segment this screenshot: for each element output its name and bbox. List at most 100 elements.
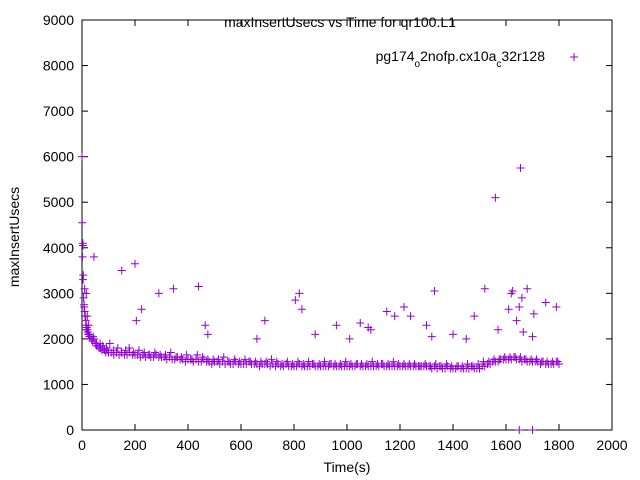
data-point — [516, 353, 525, 362]
legend-label: pg174o2nofp.cx10ac32r128 — [376, 48, 546, 70]
x-axis-ticks: 0 200 400 600 800 1000 1200 1400 1600 1800 2000 — [78, 20, 628, 453]
data-point — [109, 346, 118, 355]
data-point — [80, 303, 89, 311]
data-point — [89, 252, 98, 261]
data-point — [491, 193, 500, 202]
data-point — [79, 271, 88, 280]
data-point — [468, 362, 477, 371]
data-point — [203, 330, 212, 339]
y-axis-ticks: 0 1000 2000 3000 4000 5000 6000 7000 8000 9000 — [43, 12, 612, 438]
data-point — [458, 362, 467, 371]
data-point — [532, 355, 541, 364]
data-point — [515, 426, 524, 434]
data-point — [78, 218, 87, 227]
data-point — [121, 346, 130, 355]
data-point — [528, 426, 537, 434]
legend-marker — [570, 53, 578, 61]
data-point — [230, 355, 239, 364]
y-tick-label: 8000 — [43, 58, 74, 74]
data-point — [315, 359, 324, 368]
data-point — [430, 287, 439, 296]
y-tick-label: 1000 — [43, 376, 74, 392]
x-tick-label: 1800 — [543, 437, 574, 453]
y-tick-label: 2000 — [43, 331, 74, 347]
y-tick-label: 7000 — [43, 103, 74, 119]
y-tick-label: 6000 — [43, 149, 74, 165]
x-tick-label: 1000 — [331, 437, 362, 453]
data-point — [288, 359, 297, 368]
data-point — [272, 357, 281, 366]
y-axis-label: maxInsertUsecs — [6, 187, 22, 287]
y-tick-label: 5000 — [43, 194, 74, 210]
data-point — [83, 328, 92, 337]
data-point — [252, 334, 261, 343]
data-point — [463, 359, 472, 368]
data-point — [145, 350, 154, 359]
data-point — [235, 357, 244, 366]
legend: pg174o2nofp.cx10ac32r128 — [376, 48, 578, 70]
data-point — [320, 357, 329, 366]
data-point — [516, 164, 525, 173]
data-point — [304, 357, 313, 366]
x-axis-label: Time(s) — [324, 459, 371, 475]
data-point — [515, 303, 524, 311]
data-point — [480, 284, 489, 293]
data-point — [117, 266, 126, 275]
y-tick-label: 4000 — [43, 240, 74, 256]
data-point — [362, 359, 371, 368]
data-point — [81, 316, 90, 325]
data-point — [399, 303, 408, 311]
data-point — [240, 355, 249, 364]
legend-marker-symbol — [570, 53, 578, 61]
data-point — [341, 357, 350, 366]
data-point — [78, 252, 87, 261]
data-point — [169, 284, 178, 293]
data-point — [293, 357, 302, 366]
data-point — [182, 350, 191, 359]
data-point — [131, 259, 139, 268]
data-point — [332, 321, 341, 330]
data-point — [102, 344, 111, 352]
data-point — [366, 325, 375, 334]
data-point — [442, 359, 451, 368]
data-point — [437, 362, 446, 371]
data-point — [494, 325, 503, 334]
data-point — [297, 305, 306, 314]
data-point — [267, 355, 276, 364]
y-tick-label: 9000 — [43, 12, 74, 28]
data-point — [193, 350, 202, 359]
data-point — [462, 334, 471, 343]
data-point — [384, 359, 393, 368]
data-point — [194, 282, 203, 291]
data-point — [431, 359, 440, 368]
data-point — [311, 330, 320, 339]
data-point — [507, 289, 516, 298]
data-point — [512, 316, 521, 325]
data-point — [278, 359, 287, 368]
data-point — [198, 353, 207, 362]
data-point — [105, 339, 114, 348]
data-point — [140, 348, 149, 357]
data-point — [504, 305, 513, 314]
x-tick-label: 600 — [229, 437, 253, 453]
data-point — [382, 307, 391, 316]
data-point — [368, 357, 377, 366]
data-point — [529, 309, 538, 318]
data-point — [137, 305, 146, 314]
data-point — [552, 303, 561, 311]
data-point — [161, 350, 170, 359]
data-point — [345, 334, 354, 343]
data-point — [82, 289, 91, 298]
data-point — [79, 293, 88, 302]
data-point — [541, 298, 550, 307]
data-point — [129, 348, 138, 357]
data-point — [449, 330, 457, 339]
y-tick-label: 0 — [66, 422, 74, 438]
data-point — [150, 348, 159, 357]
data-point — [410, 359, 419, 368]
data-point — [117, 348, 126, 357]
x-tick-label: 1400 — [437, 437, 468, 453]
data-point — [389, 357, 398, 366]
data-point — [79, 241, 88, 250]
data-point — [519, 328, 528, 337]
